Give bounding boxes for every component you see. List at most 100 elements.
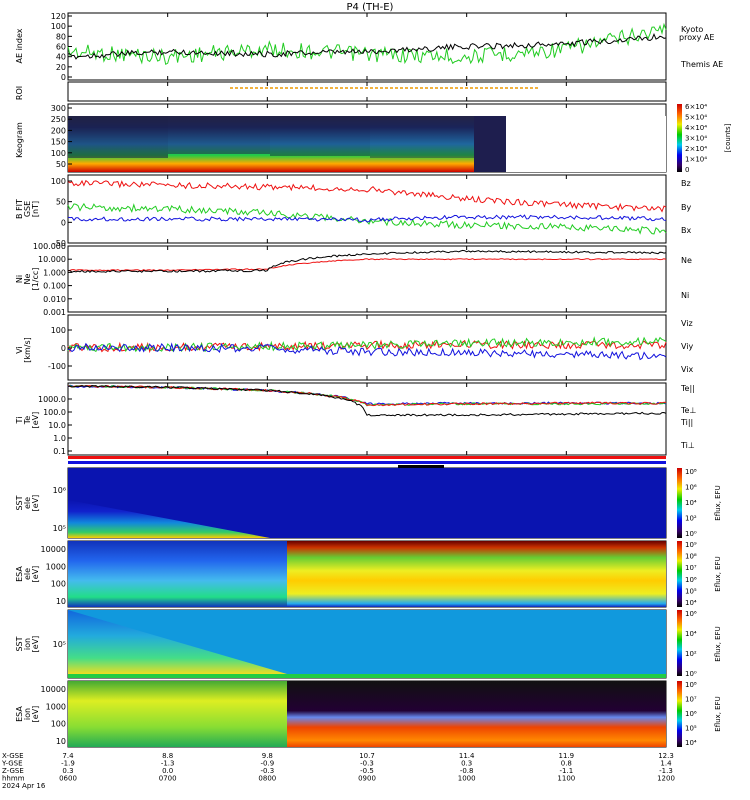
density-ylabel: [1/cc] [31,268,40,291]
ae-legend-kyoto: proxy AE [679,33,714,42]
ae-tick-label: 0 [61,73,66,82]
x-axis-tick-label: 7.4 [62,752,74,760]
spectrogram-cbar-tick: 10⁴ [685,599,697,607]
x-axis-row-label: hhmm [2,775,25,783]
density-tick-label: 0.010 [43,295,66,304]
temperature-panel-frame [67,382,667,456]
ae-legend-kyoto: Kyoto [681,25,703,34]
spectrogram-ylabel: ion [23,638,32,650]
x-axis-tick-label: -0.3 [360,760,374,768]
temperature-ylabel: Ti [15,417,24,425]
mode-bar-blue [68,461,666,464]
x-axis-tick-label: -0.5 [360,767,374,775]
mode-bar-black [398,465,444,468]
spectrogram-tick-label: 100 [51,580,66,589]
spectrogram-ylabel: ESA [15,706,24,722]
velocity-legend: Vix [681,365,694,374]
temperature-tick-label: 0.1 [53,447,66,456]
keogram-cbar-tick: 1×10⁴ [685,156,707,164]
keogram-tick-label: 50 [56,160,66,169]
spectrogram-cbar-tick: 10⁶ [685,576,697,584]
velocity-tick-label: 100 [51,326,66,335]
spectrogram-tick-label: 1000 [46,702,66,711]
x-axis-tick-label: 1000 [458,775,476,783]
density-tick-label: 0.100 [43,282,66,291]
ae-tick-label: 100 [51,22,66,31]
esa-ion-image-active [287,681,666,747]
keogram-cbar-tick: 5×10⁴ [685,114,707,122]
temperature-legend: Te⊥ [680,406,696,415]
keogram-empty [506,116,666,172]
x-axis-tick-label: 0800 [258,775,276,783]
spectrogram-ylabel: [eV] [31,706,40,723]
ae-tick-label: 40 [56,53,66,62]
spectrogram-cbar-tick: 10² [685,515,697,523]
density-tick-label: 0.001 [43,308,66,317]
spectrogram-ylabel: ion [23,708,32,720]
sst-ion-floor [68,674,666,678]
ne-line [67,258,667,272]
x-axis-tick-label: 10.7 [359,752,375,760]
keogram-cbar-tick: 0 [685,166,689,174]
x-axis-tick-label: -1.3 [161,760,175,768]
spectrogram-cbar-tick: 10⁸ [685,681,697,689]
velocity-legend: Viy [681,342,694,351]
spectrogram-cbar-tick: 10⁵ [685,587,697,595]
spectrogram-cbar-label: Eflux, EFU [714,485,722,520]
viy-line [67,336,667,353]
spectrogram-cbar-tick: 10⁶ [685,610,697,618]
velocity-tick-label: -100 [48,362,66,371]
keogram-tick-label: 300 [51,104,66,113]
bfield-tick-label: 50 [56,198,66,207]
temperature-ylabel: [eV] [31,412,40,429]
x-axis-tick-label: 1.4 [660,760,672,768]
ae-panel-frame [67,12,667,81]
x-axis-row-label: Y-GSE [1,760,23,768]
x-axis-tick-label: -1.3 [659,767,673,775]
keogram-tick-label: 250 [51,115,66,124]
keogram-tick-label: 200 [51,126,66,135]
x-axis-tick-label: 1200 [657,775,675,783]
spectrogram-cbar-tick: 10⁹ [685,541,697,549]
spectrogram-tick-label: 10000 [41,545,66,554]
ae-tick-label: 80 [56,32,66,41]
spectrogram-tick-label: 10000 [41,685,66,694]
vix-line [67,342,667,361]
keogram-last-segment [474,116,506,172]
spectrogram-cbar-tick: 10⁷ [685,696,697,704]
keogram-cbar-tick: 3×10⁴ [685,135,707,143]
velocity-ylabel: [km/s] [23,337,32,363]
spectrogram-ylabel: ele [23,497,32,509]
spectrogram-tick-label: 10⁶ [53,486,66,495]
ae-legend-themis: Themis AE [680,60,723,69]
ae-tick-label: 120 [51,12,66,21]
esa-ion-image-quiet [68,681,287,747]
density-tick-label: 100.000 [33,242,66,251]
bfield-ylabel: GSE [23,201,32,217]
spectrogram-cbar-tick: 10⁶ [685,484,697,492]
roi-ylabel: ROI [15,86,24,100]
spectrogram-cbar-tick: 10⁶ [685,710,697,718]
temperature-tick-label: 1.0 [53,434,66,443]
bz-line [67,179,667,213]
keogram-dark-segment [168,116,270,154]
spectrogram-tick-label: 10⁵ [53,640,66,649]
spectrogram-cbar-tick: 10⁷ [685,564,697,572]
temperature-legend: Te|| [680,384,695,393]
spectrogram-images [68,116,666,747]
spectrogram-cbar-tick: 10⁴ [685,630,697,638]
density-tick-label: 1.000 [43,268,66,277]
viz-line [67,339,667,354]
esa-ele-colorbar [677,541,682,607]
spectrogram-cbar-tick: 10⁸ [685,553,697,561]
spectrogram-tick-label: 10⁵ [53,524,66,533]
density-ylabel: Ni [15,275,24,283]
spectrogram-tick-label: 100 [51,720,66,729]
temperature-tick-label: 1000.0 [38,395,66,404]
bfield-legend: Bz [681,179,691,188]
bfield-ylabel: [nT] [31,201,40,217]
keogram-cbar-label: [counts] [724,123,732,152]
keogram-tick-label: 150 [51,138,66,147]
spectrogram-cbar-tick: 10⁸ [685,468,697,476]
